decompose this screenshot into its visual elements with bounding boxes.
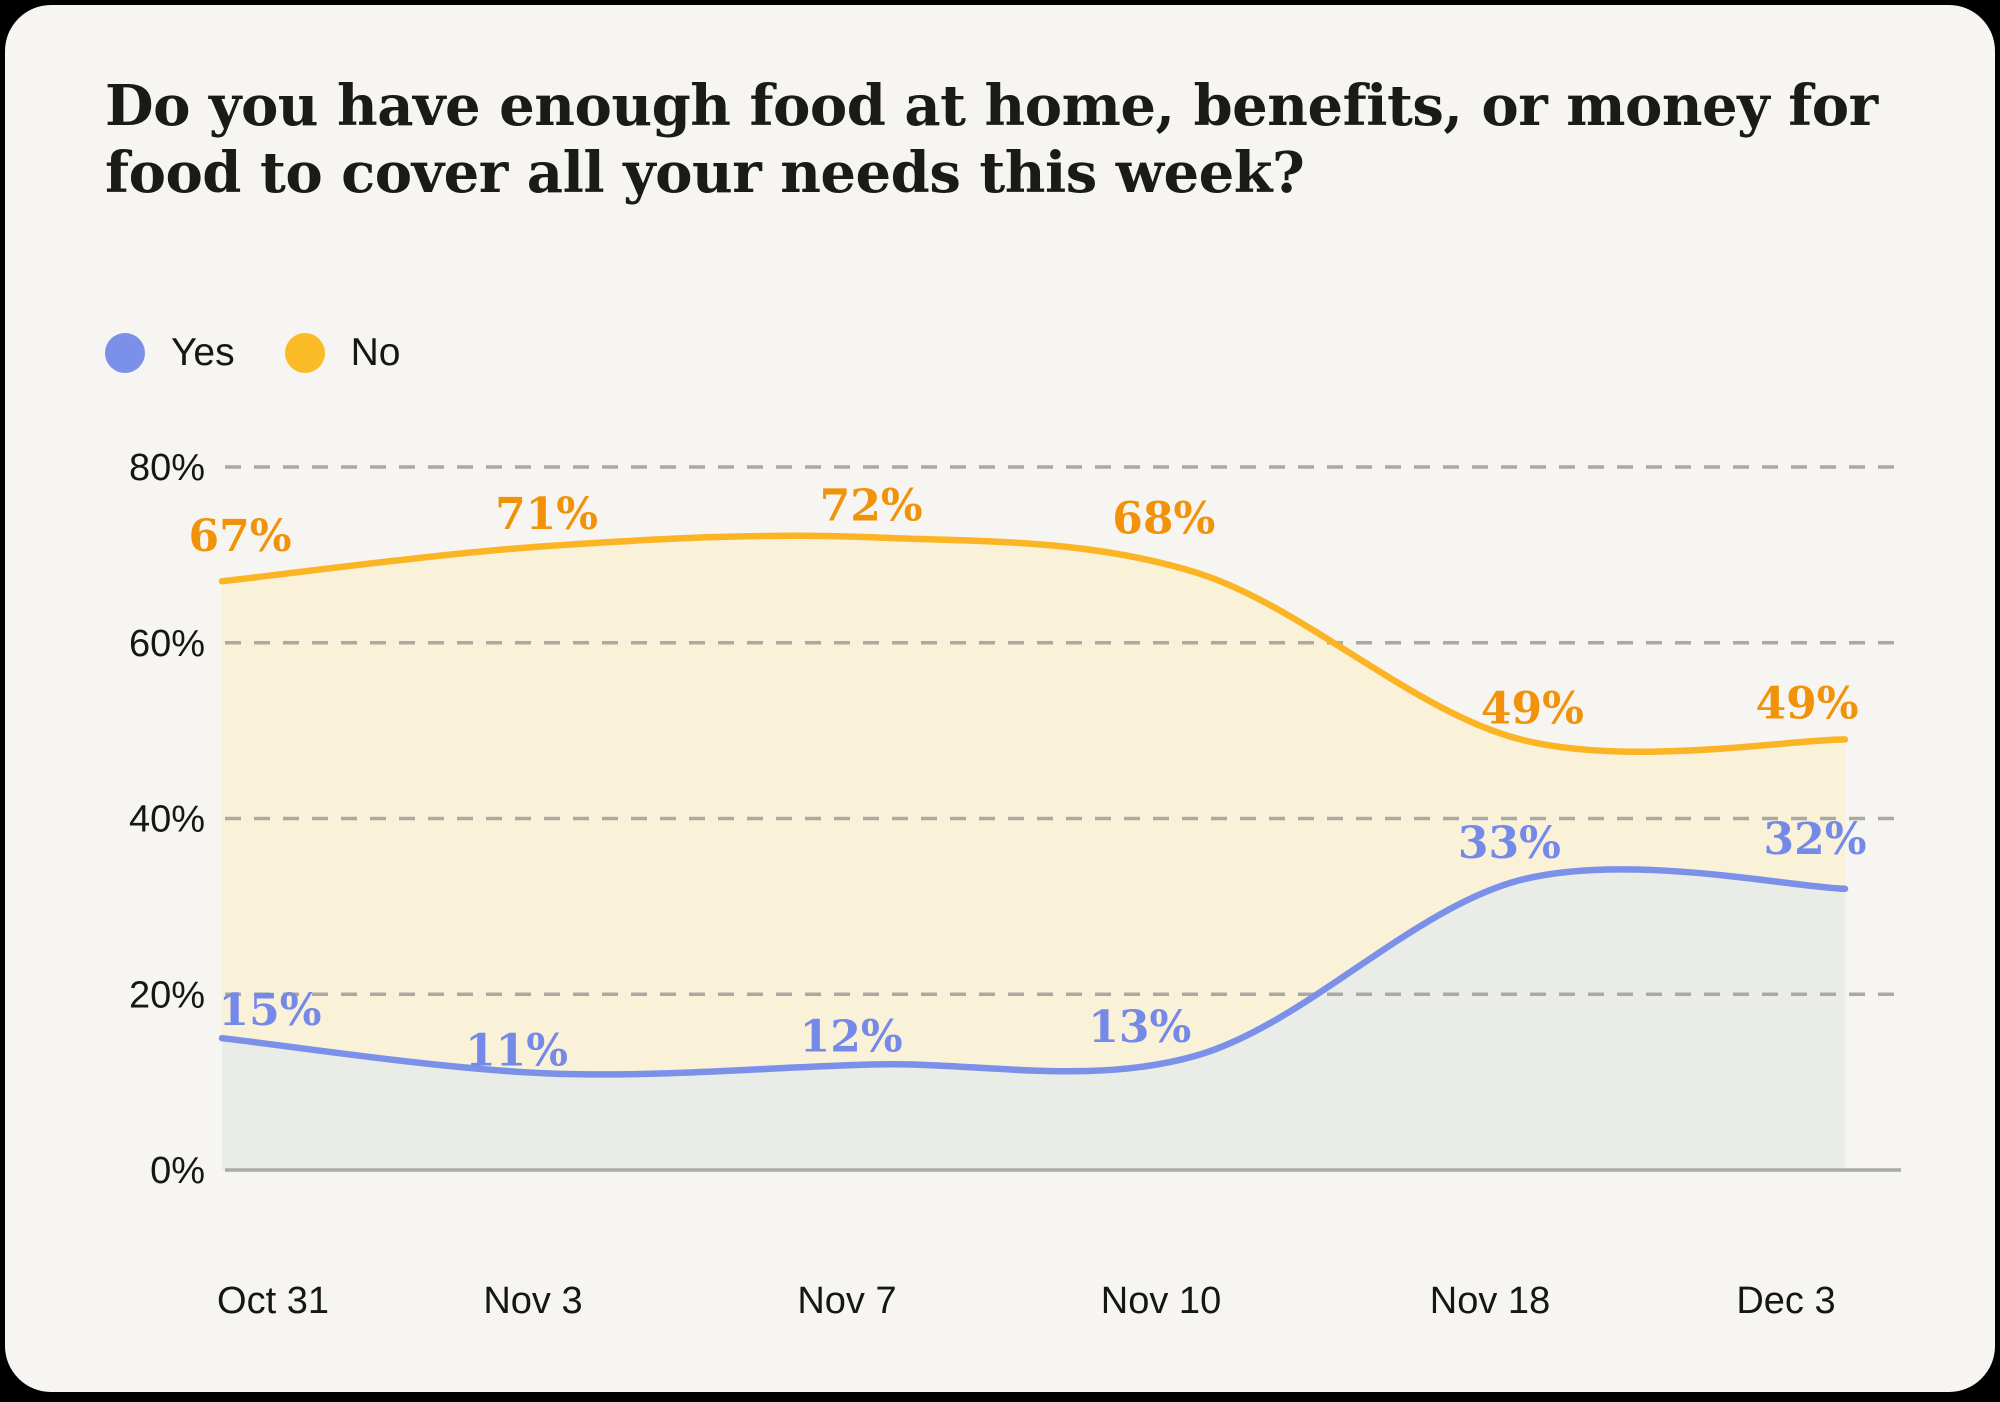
chart-title-line-1: Do you have enough food at home, benefit… <box>105 73 1878 139</box>
y-tick-40%: 40% <box>129 799 205 841</box>
y-tick-0%: 0% <box>150 1150 205 1192</box>
series-line-yes <box>218 866 1849 1078</box>
y-tick-60%: 60% <box>129 623 205 665</box>
chart-canvas: 15% 11% 12% 13% 33% 32% 67% 71% 72% 68% 49% 49% 0% 20… <box>129 447 1901 1322</box>
data-label-yes-dec-3: 32% <box>1763 814 1866 865</box>
series-line-no <box>218 532 1849 756</box>
legend-item-no[interactable]: No <box>284 331 401 375</box>
legend: Yes No <box>105 331 400 375</box>
y-tick-20%: 20% <box>129 974 205 1016</box>
legend-label-no: No <box>350 331 401 374</box>
data-label-yes-oct-31: 15% <box>218 985 321 1036</box>
legend-label-yes: Yes <box>171 331 235 374</box>
data-label-yes-nov-3: 11% <box>465 1025 568 1076</box>
x-tick-nov-18: Nov 18 <box>1430 1280 1550 1322</box>
x-tick-dec-3: Dec 3 <box>1736 1280 1835 1322</box>
data-label-no-dec-3: 49% <box>1755 678 1858 729</box>
area-fill-yes <box>222 869 1845 1170</box>
y-tick-80%: 80% <box>129 447 205 489</box>
chart-title-line-2: food to cover all your needs this week? <box>105 140 1305 207</box>
data-label-yes-nov-18: 33% <box>1458 818 1561 869</box>
x-tick-nov-3: Nov 3 <box>483 1280 582 1322</box>
chart-card: Do you have enough food at home, benefit… <box>5 5 1995 1392</box>
data-label-no-nov-18: 49% <box>1481 683 1584 734</box>
chart-title: Do you have enough food at home, benefit… <box>105 73 1878 207</box>
data-label-yes-nov-10: 13% <box>1088 1002 1191 1053</box>
data-label-no-nov-7: 72% <box>820 480 923 531</box>
legend-item-yes[interactable]: Yes <box>105 331 235 375</box>
x-tick-oct-31: Oct 31 <box>217 1280 329 1322</box>
legend-dot-no-icon <box>284 333 325 373</box>
data-label-no-nov-10: 68% <box>1112 493 1215 544</box>
legend-dot-yes-icon <box>105 333 145 373</box>
x-tick-nov-7: Nov 7 <box>797 1280 896 1322</box>
x-tick-nov-10: Nov 10 <box>1101 1280 1221 1322</box>
data-label-no-oct-31: 67% <box>188 511 291 562</box>
data-label-yes-nov-7: 12% <box>800 1012 903 1063</box>
data-label-no-nov-3: 71% <box>495 489 598 540</box>
